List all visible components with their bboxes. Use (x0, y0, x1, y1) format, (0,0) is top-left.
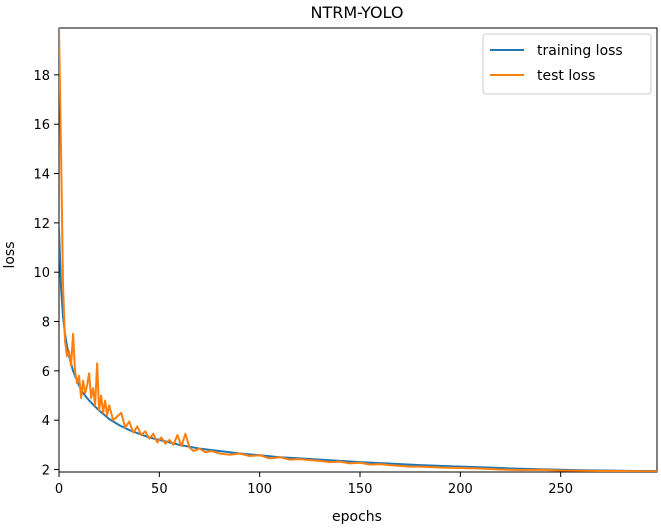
y-tick-label: 14 (33, 168, 50, 183)
y-axis-label: loss (2, 241, 18, 268)
x-tick-label: 0 (55, 482, 63, 497)
x-axis-label: epochs (332, 509, 382, 525)
series-layer (59, 28, 657, 472)
y-tick-label: 6 (42, 365, 50, 380)
x-tick-label: 250 (548, 482, 573, 497)
y-tick-label: 18 (33, 69, 50, 84)
plot-frame (58, 27, 658, 473)
y-tick-label: 16 (33, 118, 50, 133)
x-tick-label: 200 (448, 482, 473, 497)
y-tick-label: 4 (42, 414, 50, 429)
y-tick-label: 8 (42, 316, 50, 331)
y-tick-label: 2 (42, 464, 50, 479)
x-tick-label: 100 (247, 482, 272, 497)
plot-area (58, 27, 658, 473)
legend-box (482, 33, 652, 95)
y-tick-label: 12 (33, 217, 50, 232)
x-tick-label: 150 (348, 482, 373, 497)
x-axis: 0 50 100 150 200 250 (55, 472, 573, 497)
y-axis: 2 4 6 8 10 12 14 16 18 (33, 69, 59, 479)
legend: training loss test loss (482, 33, 652, 95)
series-line-training-loss (59, 227, 657, 472)
y-tick-label: 10 (33, 266, 50, 281)
chart-title: NTRM-YOLO (311, 3, 404, 22)
series-line-test-loss (59, 28, 657, 472)
legend-label-training-loss: training loss (537, 43, 623, 59)
legend-label-test-loss: test loss (537, 68, 595, 84)
x-tick-label: 50 (151, 482, 168, 497)
